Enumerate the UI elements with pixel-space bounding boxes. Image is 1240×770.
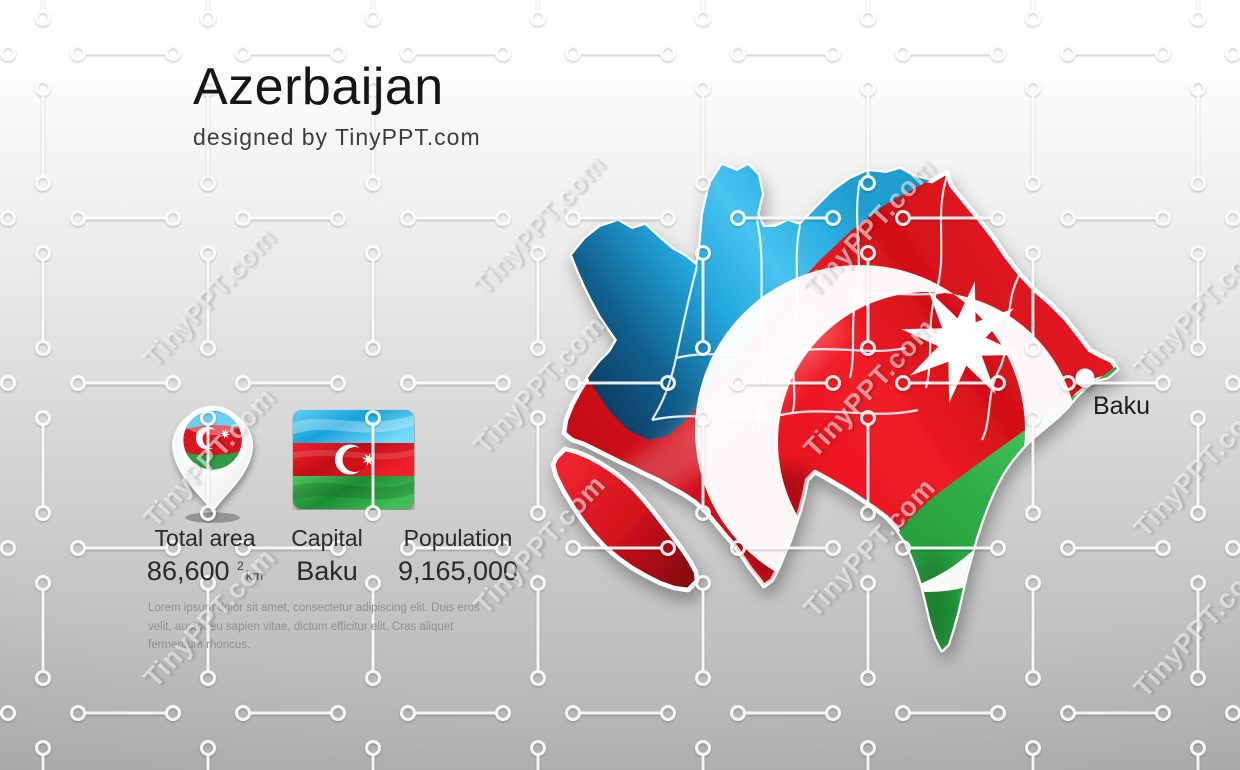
eight-point-star: [901, 281, 1023, 403]
page-subtitle: designed by TinyPPT.com: [193, 123, 481, 150]
stat-capital: Capital Baku: [262, 525, 392, 588]
stat-value: Baku: [296, 555, 358, 586]
stat-label: Total area: [154, 525, 256, 551]
region-borders: [651, 175, 1021, 441]
crescent: [695, 265, 1078, 595]
page-title: Azerbaijan: [193, 58, 444, 116]
stat-label: Capital: [291, 525, 363, 551]
nakhchivan-exclave: [550, 446, 700, 593]
stat-total-area: Total area 86,600 2km: [120, 525, 290, 588]
stat-value: 9,165,000: [397, 555, 519, 586]
city-label: Baku: [1093, 392, 1150, 420]
pin-star-icon: [220, 428, 231, 440]
azerbaijan-flag-icon: [293, 410, 414, 509]
description-text: Lorem ipsum dolor sit amet, consectetur …: [148, 602, 480, 652]
stat-label: Population: [403, 525, 513, 551]
flag-star-icon: [361, 452, 376, 467]
stat-population: Population 9,165,000: [380, 525, 536, 588]
stat-value: 86,600 2km: [146, 555, 264, 586]
